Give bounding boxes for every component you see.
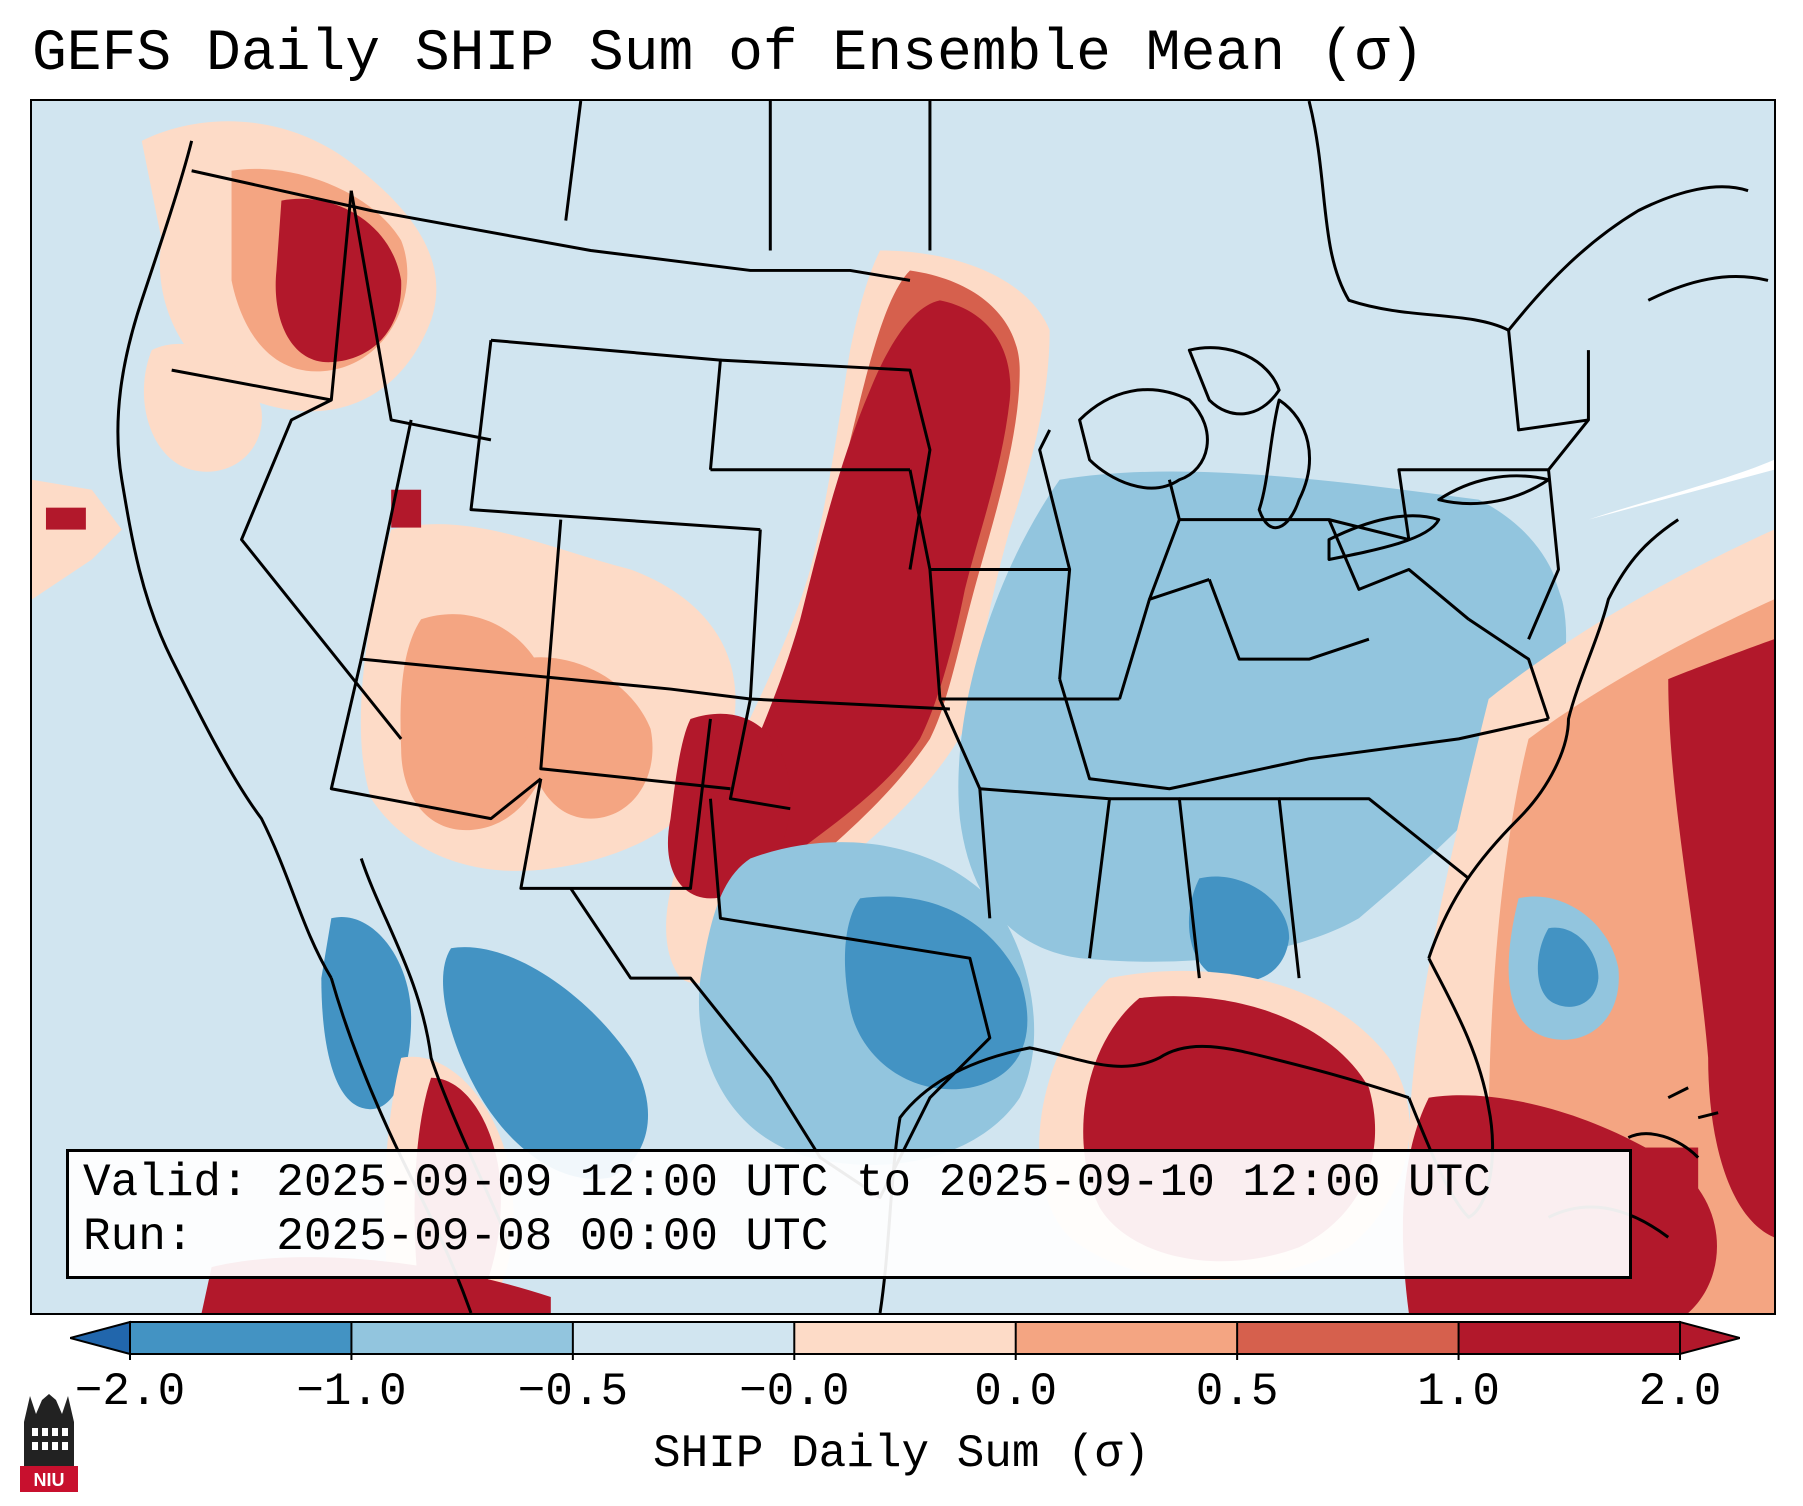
shade-nova-white [1588, 200, 1774, 520]
colorbar-segment [351, 1322, 574, 1354]
colorbar-tick-label: 1.0 [1417, 1366, 1500, 1418]
state-borders [171, 101, 1590, 1199]
shade-mex-dark2 [321, 917, 412, 1110]
colorbar-segment [1015, 1322, 1238, 1354]
colorbar-segment [1237, 1322, 1460, 1354]
shade-plains-dark [710, 300, 1011, 890]
valid-label: Valid: [83, 1157, 249, 1209]
shade-atl-dark-east [1668, 639, 1774, 1238]
colorbar [70, 1320, 1740, 1360]
shade-ok-dark [667, 713, 791, 899]
shade-ga-dark [1188, 876, 1290, 982]
shade-oregon-light [143, 343, 262, 472]
run-label: Run: [83, 1211, 194, 1263]
figure-title: GEFS Daily SHIP Sum of Ensemble Mean (σ) [32, 22, 1425, 87]
colorbar-tick-label: −2.0 [74, 1366, 186, 1418]
colorbar-extend-low [70, 1320, 131, 1356]
map-panel [30, 99, 1776, 1315]
colorbar-segment [130, 1322, 352, 1354]
colorbar-segment [572, 1322, 795, 1354]
valid-value: 2025-09-09 12:00 UTC to 2025-09-10 12:00… [276, 1157, 1491, 1209]
colorbar-segment [794, 1322, 1017, 1354]
shade-east-mid [958, 471, 1567, 962]
shade-atl-edge [1548, 479, 1774, 620]
colorbar-tick-label: 0.0 [974, 1366, 1058, 1418]
shade-pnw-dark [275, 198, 402, 363]
colorbar-tick-label: −0.5 [517, 1366, 629, 1418]
colorbar-tick-label: −0.0 [739, 1366, 850, 1418]
shaded-map [32, 101, 1774, 1313]
logo-text: NIU [34, 1470, 65, 1490]
colorbar-extend-high [1679, 1320, 1740, 1356]
shade-pac-edge [32, 479, 122, 600]
colorbar-tick-label: 0.5 [1195, 1366, 1279, 1418]
colorbar-segment [1458, 1322, 1681, 1354]
shade-mex-dark [443, 947, 649, 1179]
colorbar-label: SHIP Daily Sum (σ) [653, 1428, 1150, 1480]
university-tower-icon: NIU [20, 1394, 78, 1492]
colorbar-tick-label: 2.0 [1638, 1366, 1722, 1418]
valid-run-info-box: Valid: 2025-09-09 12:00 UTC to 2025-09-1… [66, 1149, 1632, 1279]
shade-pac-dark [45, 507, 86, 530]
shade-atl-cool-dark [1537, 927, 1599, 1007]
colorbar-tick-label: −1.0 [296, 1366, 407, 1418]
run-value: 2025-09-08 00:00 UTC [276, 1211, 829, 1263]
